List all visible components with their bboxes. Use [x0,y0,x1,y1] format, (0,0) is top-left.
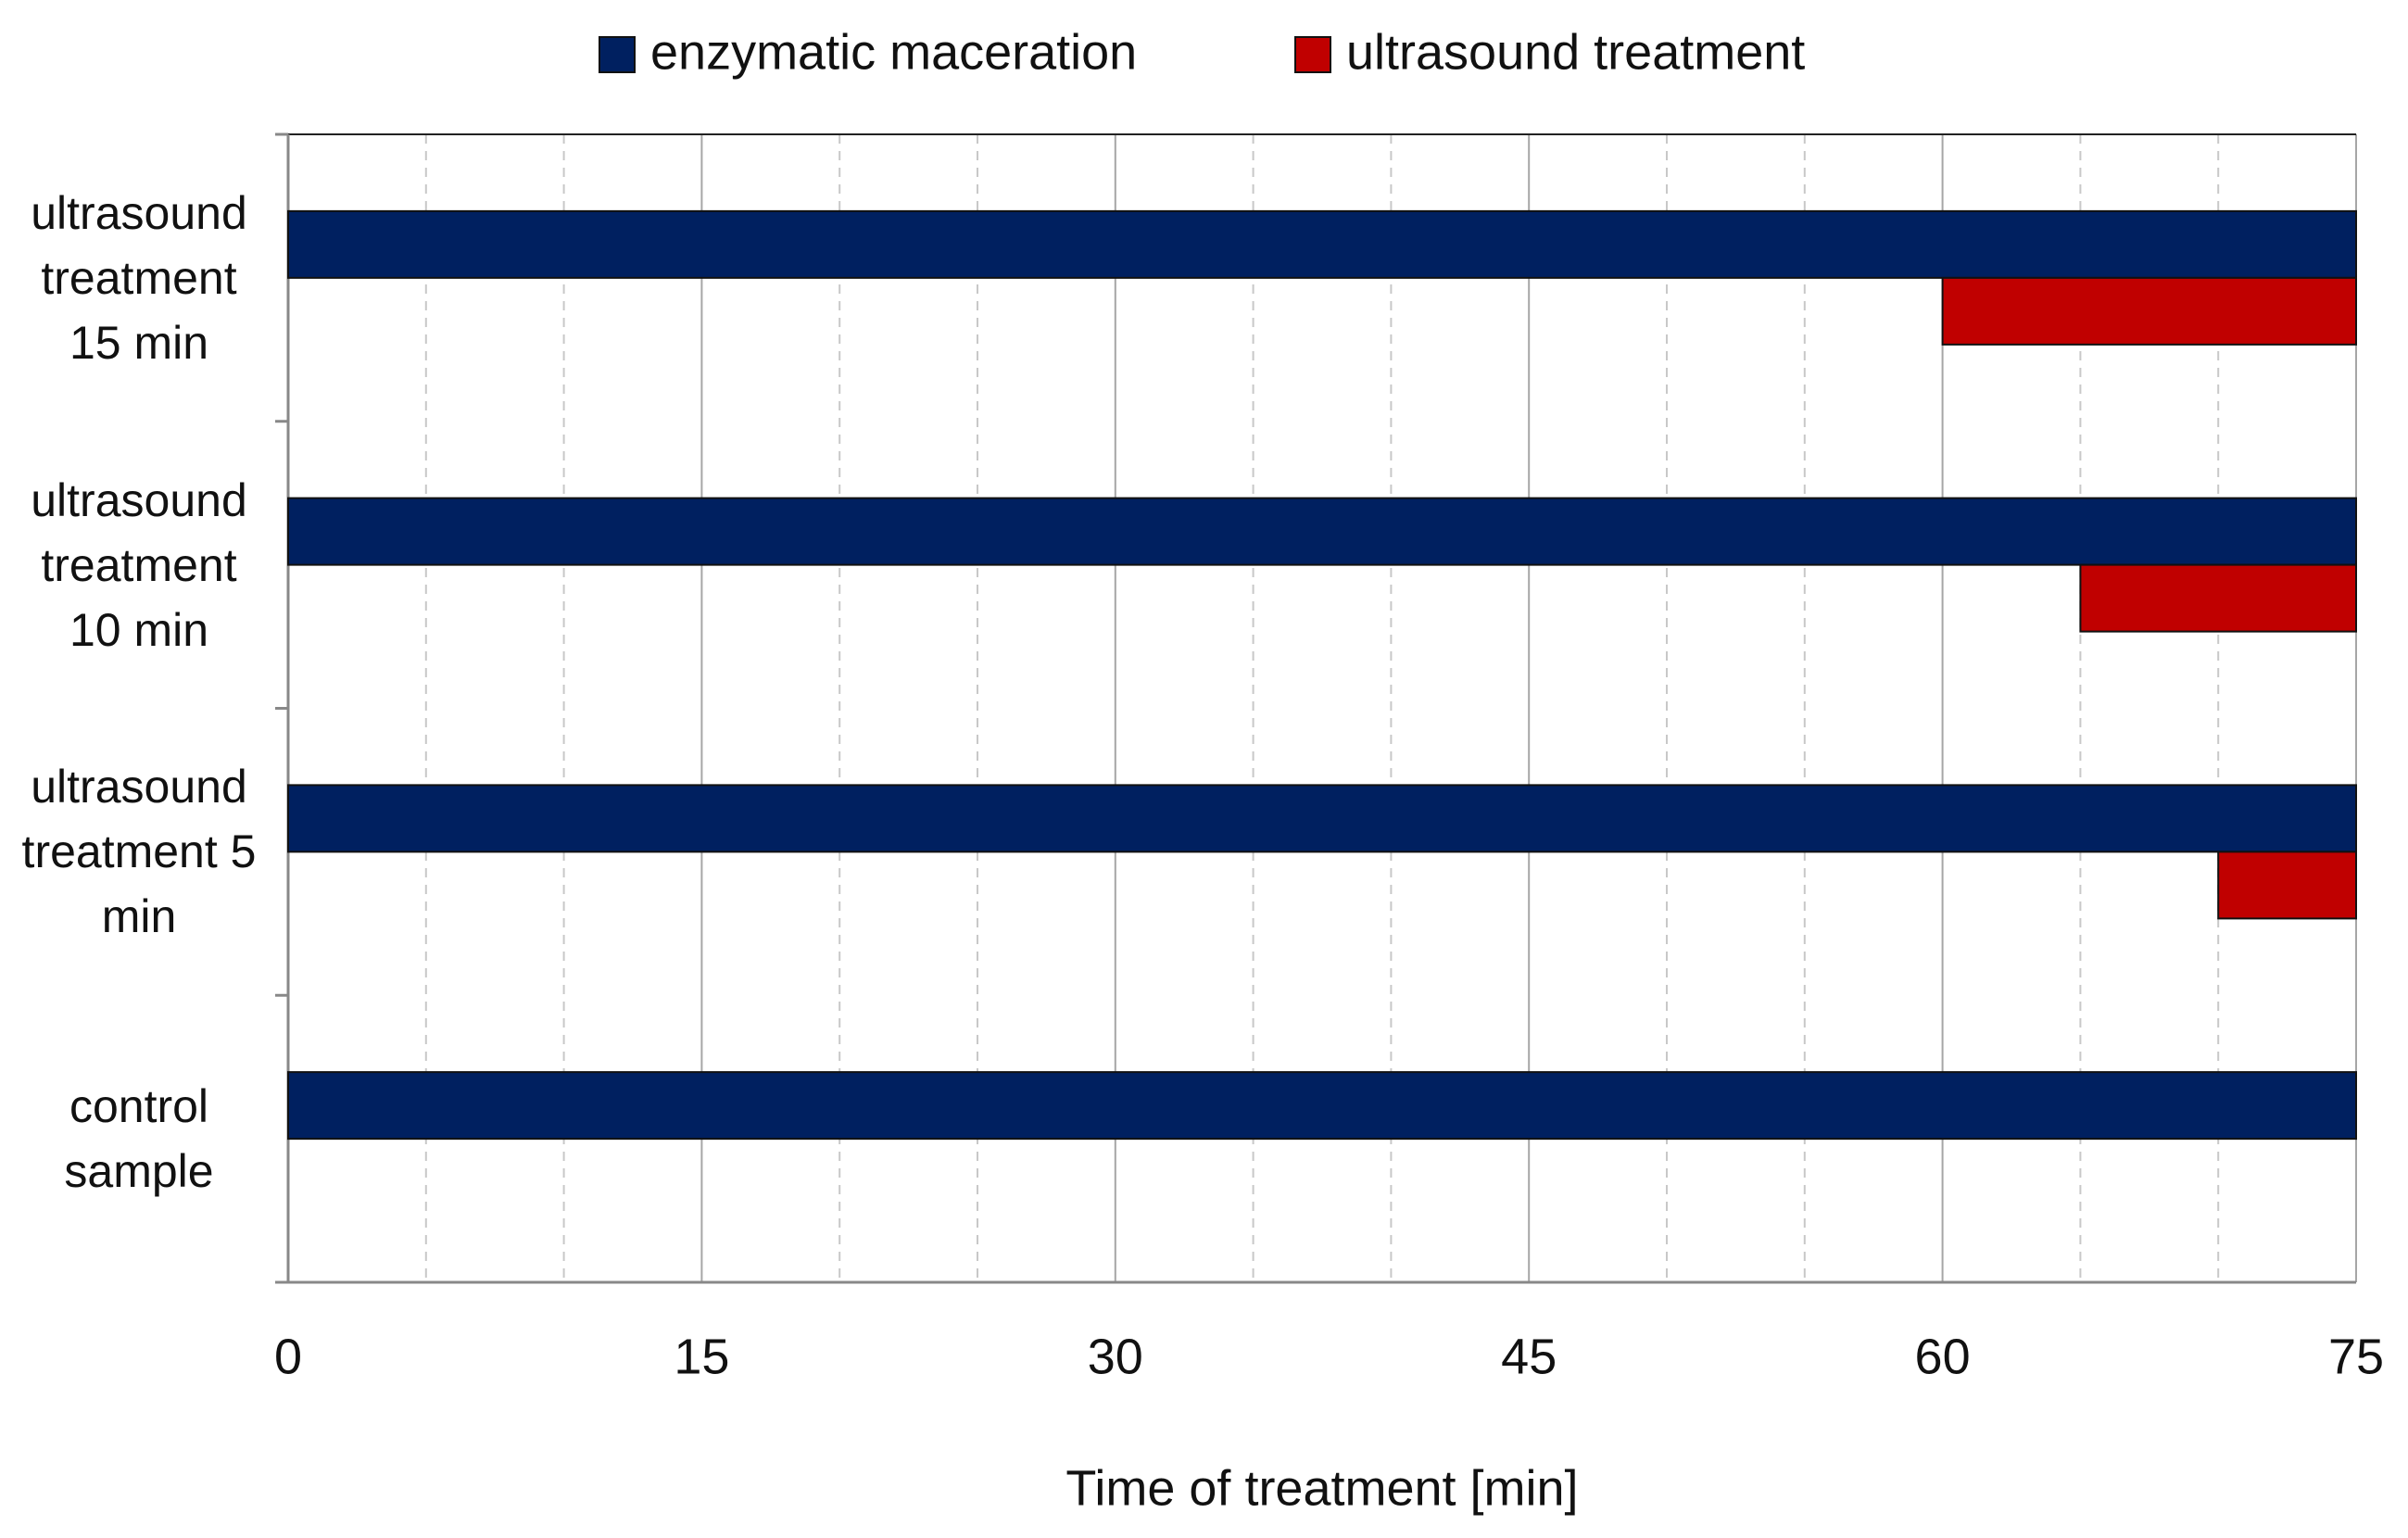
x-tick-label: 0 [274,1329,302,1384]
bar [1941,276,2358,346]
x-tick-label: 15 [674,1329,729,1384]
y-tick-label: control sample [64,1080,214,1198]
y-tick-label: ultrasound treatment 5 min [21,761,257,943]
bar [2079,563,2357,633]
legend-swatch [599,36,636,73]
bar [287,497,2357,566]
x-tick-label: 45 [1501,1329,1557,1384]
bar [287,784,2357,853]
bar [287,209,2357,279]
bar [287,1071,2357,1141]
legend-label: ultrasound treatment [1346,24,1805,80]
x-axis-title: Time of treatment [min] [1065,1460,1578,1516]
x-tick-label: 75 [2328,1329,2384,1384]
x-tick-label: 60 [1915,1329,1971,1384]
y-tick-label: ultrasound treatment 15 min [31,186,247,369]
legend-label: enzymatic maceration [650,24,1137,80]
y-tick-label: ultrasound treatment 10 min [31,473,247,656]
x-tick-label: 30 [1088,1329,1143,1384]
legend-swatch [1294,36,1331,73]
bar [2217,851,2357,920]
